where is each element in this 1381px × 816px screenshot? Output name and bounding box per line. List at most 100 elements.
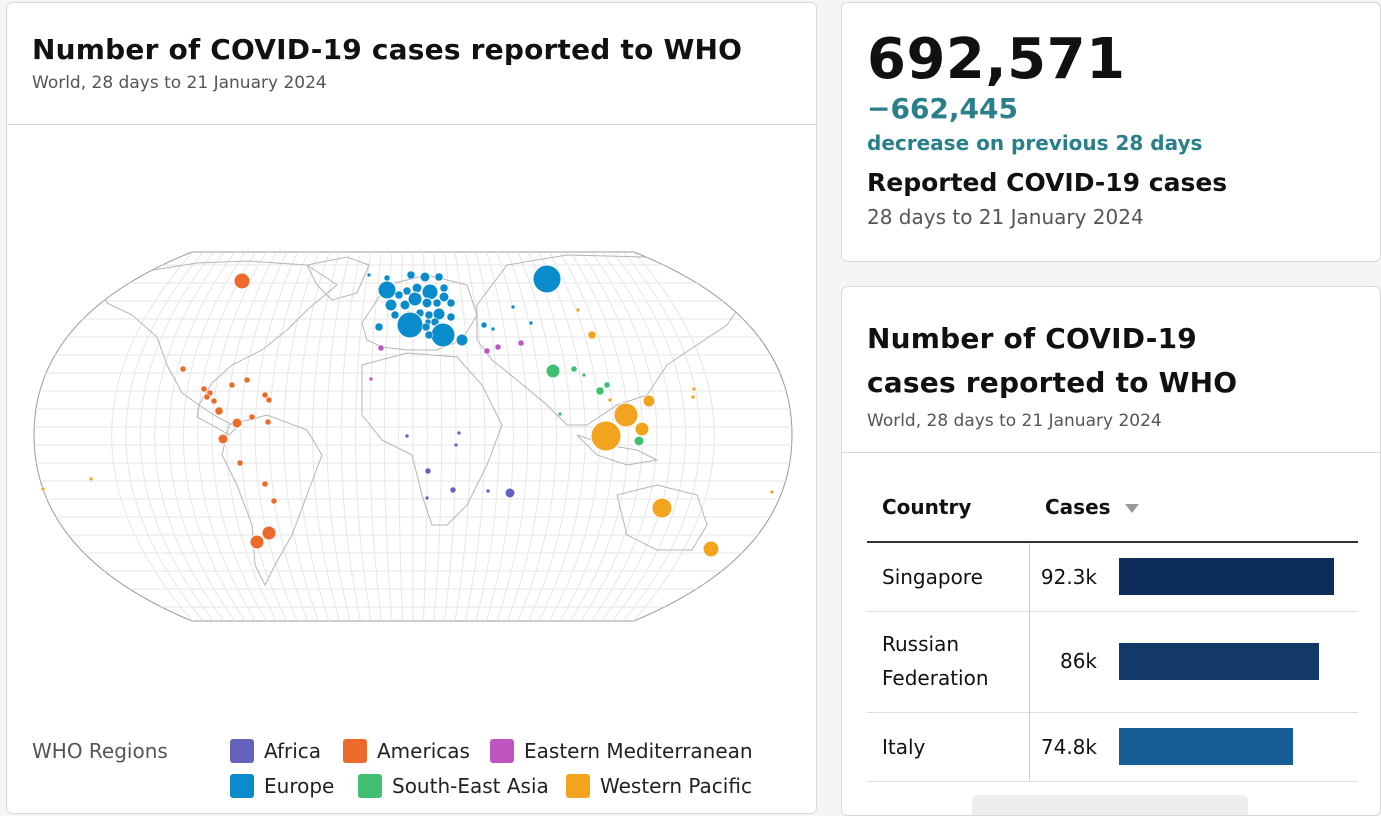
table-row[interactable]: Italy 74.8k (867, 713, 1358, 782)
country-bubble[interactable] (434, 272, 444, 282)
country-bubble[interactable] (545, 363, 561, 379)
country-bubble[interactable] (453, 442, 459, 448)
country-bubble[interactable] (419, 271, 431, 283)
country-bubble[interactable] (590, 420, 622, 452)
country-bubble[interactable] (236, 459, 244, 467)
country-bubble[interactable] (446, 298, 456, 308)
country-bubble[interactable] (248, 413, 256, 421)
country-bubble[interactable] (261, 525, 277, 541)
country-bubble[interactable] (702, 540, 720, 558)
country-bubble[interactable] (575, 307, 581, 313)
country-bubble[interactable] (456, 430, 462, 436)
legend-item-south-east-asia[interactable]: South-East Asia (358, 774, 549, 798)
country-bubble[interactable] (243, 376, 251, 384)
country-bubble[interactable] (570, 365, 578, 373)
country-bubble[interactable] (265, 396, 273, 404)
country-bubble[interactable] (88, 476, 94, 482)
country-bubble[interactable] (432, 307, 446, 321)
country-bubble[interactable] (384, 298, 398, 312)
legend-item-eastern-mediterranean[interactable]: Eastern Mediterranean (490, 739, 753, 763)
country-bubble[interactable] (490, 326, 496, 332)
column-header-country[interactable]: Country (882, 495, 972, 519)
country-bubble[interactable] (690, 394, 696, 400)
table-pagination-tab[interactable] (972, 795, 1248, 815)
country-bubble[interactable] (396, 311, 424, 339)
country-bubble[interactable] (528, 320, 534, 326)
country-bubble[interactable] (485, 488, 491, 494)
country-bubble[interactable] (430, 322, 456, 348)
country-bubble[interactable] (394, 290, 404, 300)
country-bubble[interactable] (691, 386, 697, 392)
country-bubble[interactable] (374, 322, 384, 332)
country-bubble[interactable] (399, 299, 411, 311)
country-bubble[interactable] (231, 417, 243, 429)
country-bubble[interactable] (404, 433, 410, 439)
country-bubble[interactable] (480, 321, 488, 329)
country-bubble[interactable] (446, 312, 456, 322)
country-bubble[interactable] (517, 339, 525, 347)
country-bubble[interactable] (424, 330, 434, 340)
country-bubble[interactable] (595, 386, 605, 396)
country-bubble[interactable] (424, 495, 430, 501)
legend-item-americas[interactable]: Americas (343, 739, 470, 763)
legend-item-africa[interactable]: Africa (230, 739, 321, 763)
country-bubble[interactable] (532, 264, 562, 294)
country-bubble[interactable] (557, 411, 563, 417)
table-row[interactable]: Singapore 92.3k (867, 543, 1358, 612)
legend-item-western-pacific[interactable]: Western Pacific (566, 774, 752, 798)
country-bubble[interactable] (200, 385, 208, 393)
country-bubble[interactable] (587, 330, 597, 340)
country-bubble[interactable] (504, 487, 516, 499)
country-bubble[interactable] (424, 310, 434, 320)
country-bubble[interactable] (377, 344, 385, 352)
country-bubble[interactable] (769, 489, 775, 495)
country-bubble[interactable] (438, 291, 450, 303)
country-bubble[interactable] (411, 282, 423, 294)
country-bubble[interactable] (261, 480, 269, 488)
country-bubble[interactable] (214, 406, 224, 416)
world-bubble-map[interactable] (7, 125, 817, 725)
country-bubble[interactable] (642, 394, 656, 408)
country-bubble[interactable] (455, 333, 469, 347)
country-bubble[interactable] (264, 418, 272, 426)
country-bubble[interactable] (613, 402, 639, 428)
country-bubble[interactable] (421, 297, 433, 309)
country-bubble[interactable] (402, 286, 412, 296)
country-bubble[interactable] (228, 381, 236, 389)
country-bubble[interactable] (270, 497, 278, 505)
country-bubble[interactable] (407, 291, 423, 307)
country-bubble[interactable] (607, 397, 613, 403)
country-bubble[interactable] (510, 304, 516, 310)
country-bubble[interactable] (421, 283, 439, 301)
country-bubble[interactable] (651, 497, 673, 519)
country-bubble[interactable] (449, 486, 457, 494)
country-bubble[interactable] (390, 310, 400, 320)
country-bubble[interactable] (203, 393, 211, 401)
country-bubble[interactable] (40, 486, 46, 492)
country-bubble[interactable] (179, 365, 187, 373)
country-bubble[interactable] (210, 397, 218, 405)
country-bubble[interactable] (483, 347, 491, 355)
legend-item-europe[interactable]: Europe (230, 774, 334, 798)
country-bubble[interactable] (421, 322, 431, 332)
country-bubble[interactable] (377, 280, 397, 300)
column-header-cases[interactable]: Cases (1045, 495, 1139, 519)
country-bubble[interactable] (494, 343, 502, 351)
country-bubble[interactable] (383, 274, 391, 282)
country-bubble[interactable] (368, 376, 374, 382)
country-bubble[interactable] (366, 272, 372, 278)
country-bubble[interactable] (581, 372, 587, 378)
sort-descending-icon[interactable] (1124, 504, 1139, 513)
country-bubble[interactable] (432, 298, 442, 308)
country-bubble[interactable] (249, 534, 265, 550)
country-bubble[interactable] (603, 381, 611, 389)
country-bubble[interactable] (634, 421, 650, 437)
country-bubble[interactable] (424, 467, 432, 475)
table-row[interactable]: Russian Federation 86k (867, 612, 1358, 713)
country-bubble[interactable] (633, 435, 645, 447)
country-bubble[interactable] (406, 270, 416, 280)
country-bubble[interactable] (439, 283, 449, 293)
country-bubble[interactable] (217, 433, 229, 445)
country-bubble[interactable] (233, 272, 251, 290)
country-bubble[interactable] (261, 391, 269, 399)
